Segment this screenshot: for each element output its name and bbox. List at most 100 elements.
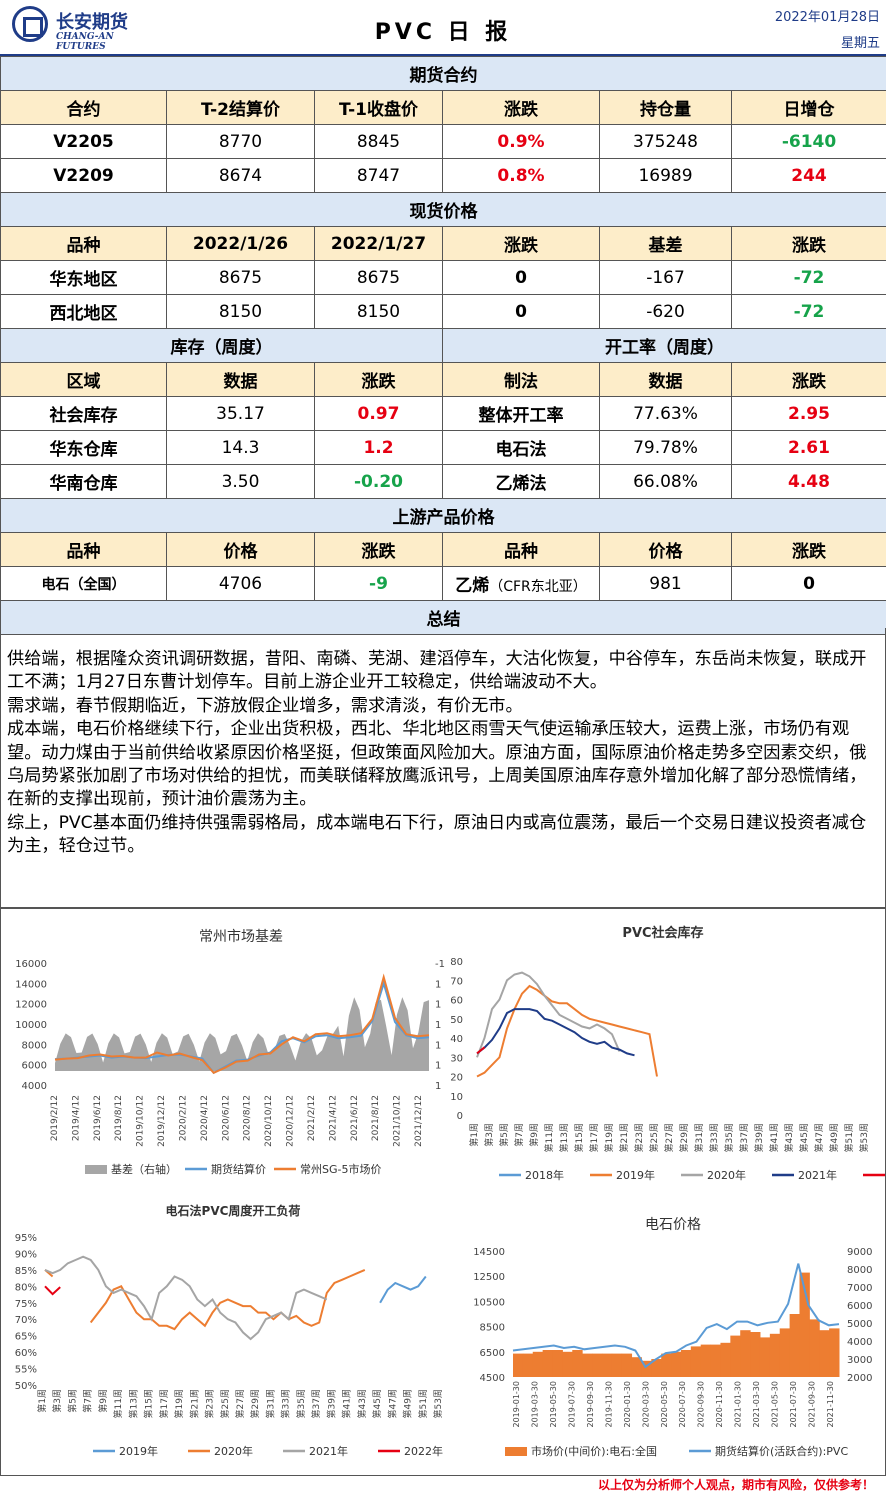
price-bar xyxy=(651,1359,662,1377)
x-tick: 2021/4/12 xyxy=(328,1095,338,1141)
inventory-change: 0.97 xyxy=(314,396,443,431)
y2-tick: 1 xyxy=(435,1040,441,1051)
operating-change: 2.95 xyxy=(731,396,886,431)
upstream-change: 0 xyxy=(731,566,886,601)
logo-cn: 长安期货 xyxy=(56,12,128,33)
x-tick: 第33周 xyxy=(280,1389,292,1418)
spot-header: 2022/1/26 xyxy=(166,226,315,261)
x-tick: 2021-03-30 xyxy=(752,1381,761,1428)
x-tick: 第5周 xyxy=(498,1123,510,1147)
y-tick: 30 xyxy=(450,1053,463,1064)
x-tick: 2021/6/12 xyxy=(350,1095,360,1141)
upstream-name: 电石（全国） xyxy=(0,566,167,601)
x-tick: 第19周 xyxy=(603,1123,615,1152)
price-bar xyxy=(592,1353,603,1377)
y2-tick: 6000 xyxy=(847,1301,872,1312)
y-tick: 85% xyxy=(15,1266,37,1277)
upstream-header: 价格 xyxy=(599,532,732,567)
upstream-header: 涨跌 xyxy=(731,532,886,567)
futures-header: T-2结算价 xyxy=(166,90,315,125)
x-tick: 第47周 xyxy=(813,1123,825,1152)
y-tick: 60% xyxy=(15,1348,37,1359)
futures-section-title: 期货合约 xyxy=(0,56,886,91)
y-tick: 10500 xyxy=(473,1297,505,1308)
futures-header: 日增仓 xyxy=(731,90,886,125)
x-tick: 第49周 xyxy=(828,1123,840,1152)
x-tick: 第7周 xyxy=(82,1389,94,1413)
futures-header: T-1收盘价 xyxy=(314,90,443,125)
inventory-value: 3.50 xyxy=(166,464,315,499)
y-tick: 90% xyxy=(15,1249,37,1260)
x-tick: 第41周 xyxy=(768,1123,780,1152)
y-tick: 20 xyxy=(450,1073,463,1084)
x-tick: 2019-09-30 xyxy=(586,1381,595,1428)
y2-tick: -1 xyxy=(435,959,445,970)
legend-label: 基差（右轴） xyxy=(111,1162,177,1176)
x-tick: 第51周 xyxy=(417,1389,429,1418)
y-tick: 95% xyxy=(15,1233,37,1244)
change-cell: 0 xyxy=(442,294,600,329)
operating-value: 79.78% xyxy=(599,430,732,465)
y-tick: 50% xyxy=(15,1381,37,1392)
x-tick: 第23周 xyxy=(204,1389,216,1418)
series-line xyxy=(44,1255,328,1341)
y-tick: 8500 xyxy=(480,1323,505,1334)
x-tick: 2021-01-30 xyxy=(734,1381,743,1428)
price-bar xyxy=(789,1314,800,1377)
futures-header: 持仓量 xyxy=(599,90,732,125)
x-tick: 第13周 xyxy=(558,1123,570,1152)
inventory-name: 社会库存 xyxy=(0,396,167,431)
y-tick: 14500 xyxy=(473,1247,505,1258)
settle-cell: 8770 xyxy=(166,124,315,159)
x-tick: 第17周 xyxy=(158,1389,170,1418)
price-bar xyxy=(779,1328,791,1377)
operating-header: 制法 xyxy=(442,362,600,397)
table-row: 西北地区 8150 8150 0 -620 -72 xyxy=(0,294,886,329)
x-tick: 第39周 xyxy=(753,1123,765,1152)
legend-label: 2022年 xyxy=(404,1444,443,1458)
price-bar xyxy=(532,1351,544,1377)
x-tick: 2021/2/12 xyxy=(307,1095,317,1141)
table-row: 华东仓库 14.3 1.2 电石法 79.78% 2.61 xyxy=(0,430,886,465)
y-tick: 10 xyxy=(450,1092,463,1103)
inventory-header: 区域 xyxy=(0,362,167,397)
report-date: 2022年01月28日 xyxy=(774,10,880,25)
futures-table: 期货合约 合约 T-2结算价 T-1收盘价 涨跌 持仓量 日增仓 V2205 8… xyxy=(0,56,886,635)
x-tick: 2019-05-30 xyxy=(549,1381,558,1428)
table-row: V2205 8770 8845 0.9% 375248 -6140 xyxy=(0,124,886,159)
price-bar xyxy=(631,1357,642,1377)
series-line xyxy=(476,984,658,1078)
legend-label: 2019年 xyxy=(616,1168,655,1182)
change-cell: 0.8% xyxy=(442,158,600,193)
x-tick: 2020-03-30 xyxy=(641,1381,650,1428)
logo-en: CHANG-AN FUTURES xyxy=(56,32,114,52)
table-row: 电石（全国） 4706 -9 乙烯（CFR东北亚） 981 0 xyxy=(0,566,886,601)
report-weekday: 星期五 xyxy=(840,36,880,51)
x-tick: 第21周 xyxy=(188,1389,200,1418)
x-tick: 2021/12/12 xyxy=(414,1095,424,1147)
x-tick: 2019/10/12 xyxy=(136,1095,146,1147)
legend-label: 期货结算价 xyxy=(211,1162,266,1176)
price-bar xyxy=(582,1353,593,1377)
price-bar xyxy=(522,1353,534,1377)
x-tick: 2019-07-30 xyxy=(567,1381,576,1428)
upstream-header: 涨跌 xyxy=(314,532,443,567)
operating-change: 2.61 xyxy=(731,430,886,465)
y-tick: 75% xyxy=(15,1299,37,1310)
legend-label: 市场价(中间价):电石:全国 xyxy=(531,1444,657,1458)
y-tick: 50 xyxy=(450,1015,463,1026)
upstream-header: 价格 xyxy=(166,532,315,567)
x-tick: 第53周 xyxy=(432,1389,444,1418)
price-bar xyxy=(621,1353,633,1377)
x-tick: 2020-01-30 xyxy=(623,1381,632,1428)
y-tick: 60 xyxy=(450,996,463,1007)
x-tick: 2019/4/12 xyxy=(71,1095,81,1141)
legend-label: 2020年 xyxy=(214,1444,253,1458)
table-row: 华东地区 8675 8675 0 -167 -72 xyxy=(0,260,886,295)
x-tick: 第39周 xyxy=(325,1389,337,1418)
price-bar xyxy=(601,1353,613,1377)
x-tick: 第15周 xyxy=(573,1123,585,1152)
price-bar xyxy=(829,1328,840,1377)
chart-title: 常州市场基差 xyxy=(199,928,283,945)
legend-label: 2021年 xyxy=(309,1444,348,1458)
